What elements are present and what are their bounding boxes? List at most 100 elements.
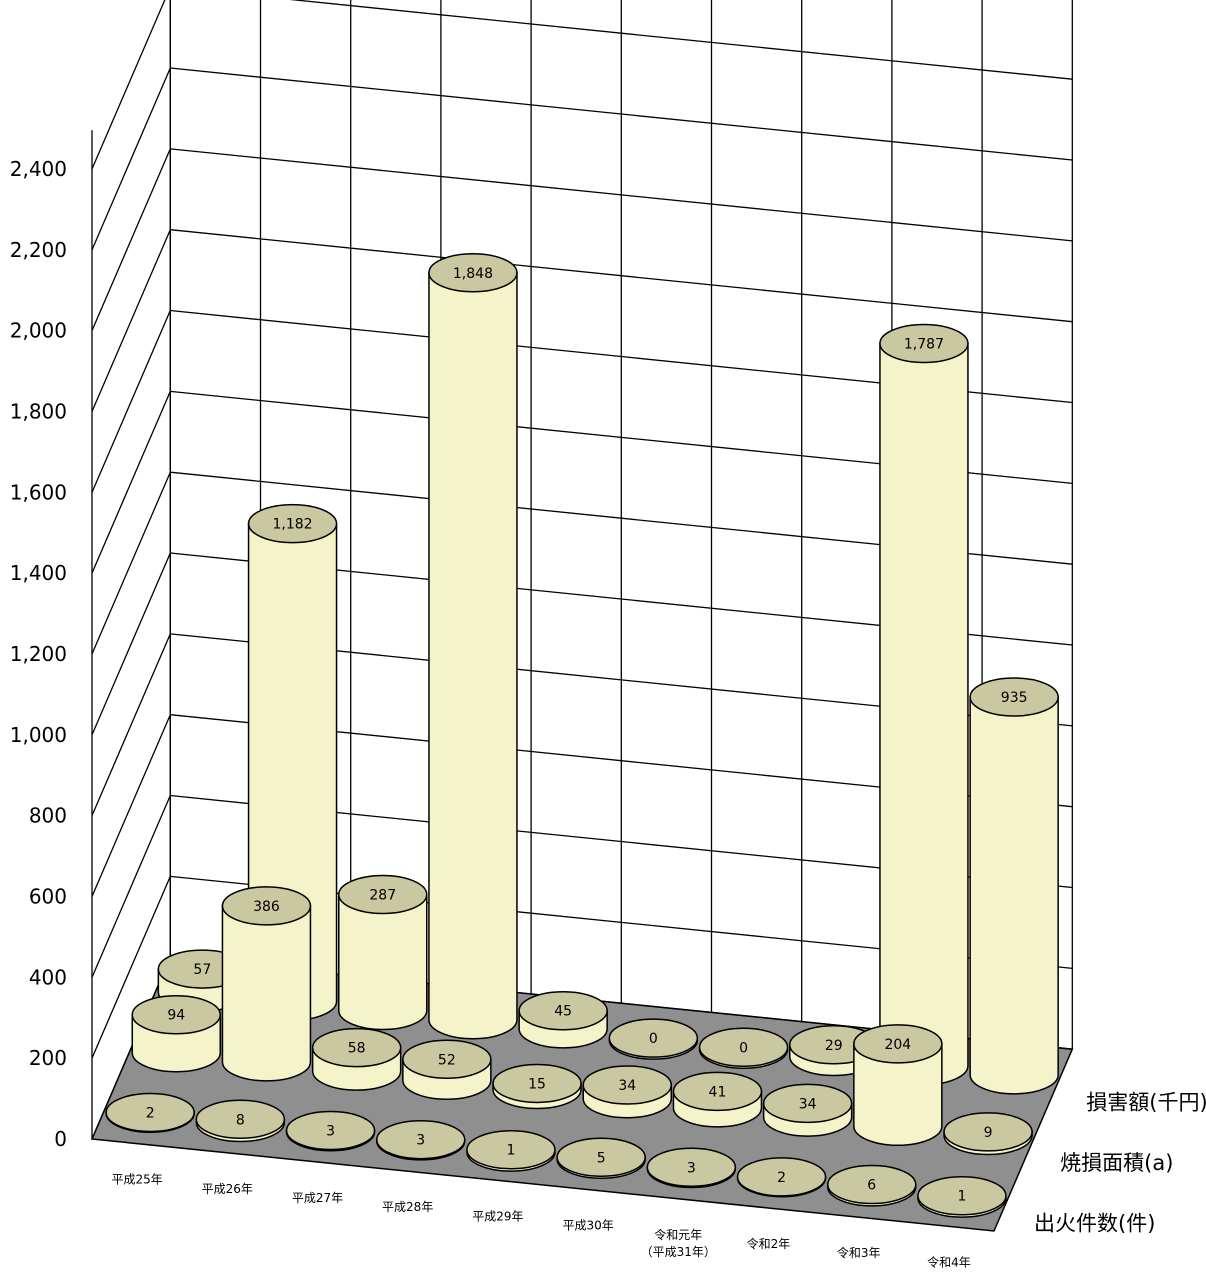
gridline-side: [91, 633, 171, 816]
cylinder-top: [131, 994, 221, 1035]
cylinder-top: [556, 1137, 646, 1178]
cylinder-side: [221, 905, 312, 1082]
cylinder-top: [338, 874, 428, 915]
data-label: 3: [687, 1160, 696, 1176]
cylinder: 3: [646, 1147, 737, 1189]
data-label: 204: [884, 1037, 911, 1053]
cylinder-top: [943, 1112, 1033, 1152]
cylinder-top: [736, 1157, 827, 1197]
data-label: 9: [984, 1125, 993, 1141]
data-label: 1: [957, 1189, 966, 1205]
y-tick-label: 1,200: [10, 642, 67, 666]
gridline-side: [91, 0, 166, 170]
cylinder-top: [195, 1099, 286, 1140]
y-tick-label: 0: [54, 1127, 67, 1151]
data-label: 386: [253, 899, 280, 915]
data-label: 935: [1001, 690, 1028, 706]
x-tick-label: 平成28年: [382, 1200, 433, 1214]
cylinder: 41: [672, 1071, 763, 1128]
data-label: 45: [554, 1004, 572, 1020]
y-tick-label: 2,400: [10, 157, 67, 181]
cylinder: 935: [969, 677, 1059, 1095]
y-axis-ticks: 0 200 400 600 800 1,000 1,200 1,400 1,600 1,800 2,…: [10, 157, 67, 1151]
data-label: 8: [236, 1112, 245, 1128]
cylinder-side: [969, 696, 1059, 1095]
gridline-side: [91, 148, 171, 331]
x-tick-label: 令和3年: [837, 1245, 881, 1260]
gridline-side: [91, 956, 171, 1140]
gridline-side: [91, 391, 171, 574]
data-label: 1: [506, 1143, 515, 1159]
cylinder-top: [285, 1110, 376, 1151]
cylinder: 1,787: [879, 323, 969, 1086]
cylinder: 34: [762, 1083, 853, 1137]
gridline-side: [91, 714, 171, 897]
data-label: 0: [739, 1040, 748, 1056]
data-label: 3: [326, 1123, 335, 1139]
data-label: 29: [825, 1038, 843, 1054]
x-tick-label: 平成25年: [111, 1173, 162, 1187]
data-label: 2: [777, 1170, 786, 1186]
gridline-side: [91, 67, 171, 251]
x-tick-label: 平成27年: [292, 1191, 343, 1205]
cylinder-top: [672, 1071, 763, 1112]
gridline-side: [91, 471, 171, 655]
data-label: 52: [438, 1052, 456, 1068]
cylinder-top: [969, 677, 1059, 717]
cylinder-top: [646, 1147, 737, 1188]
data-label: 5: [597, 1150, 606, 1166]
cylinder: 94: [131, 994, 221, 1073]
cylinder-top: [492, 1063, 582, 1104]
y-tick-label: 1,400: [10, 561, 67, 585]
data-label: 57: [193, 962, 211, 978]
cylinder: 1: [466, 1129, 556, 1172]
cylinder: 2: [105, 1092, 195, 1134]
cylinder: 0: [608, 1018, 699, 1060]
x-axis-ticks: 平成25年平成26年平成27年平成28年平成29年平成30年令和元年（平成31年…: [111, 1173, 970, 1270]
x-tick-label: 令和2年: [747, 1236, 791, 1251]
y-tick-label: 2,200: [10, 238, 67, 262]
cylinder: 287: [338, 874, 428, 1031]
data-label: 1,848: [453, 266, 493, 282]
cylinder-side: [338, 893, 428, 1031]
data-label: 41: [709, 1084, 727, 1100]
y-tick-label: 1,800: [10, 400, 67, 424]
cylinder: 1,848: [428, 253, 518, 1040]
legend-label: 焼損面積(a): [1060, 1151, 1173, 1175]
data-label: 287: [369, 888, 396, 904]
legend-label: 出火件数(件): [1034, 1212, 1155, 1236]
data-label: 58: [348, 1041, 366, 1057]
cylinder: 0: [698, 1027, 789, 1070]
cylinder-top: [428, 253, 518, 293]
data-label: 2: [146, 1105, 155, 1121]
cylinder-top: [917, 1175, 1007, 1216]
cylinder: 5: [556, 1137, 646, 1180]
cylinder-top: [582, 1065, 672, 1105]
cylinder-top: [221, 886, 312, 926]
cylinder-top: [762, 1083, 853, 1124]
cylinder: 9: [943, 1112, 1033, 1156]
y-tick-label: 1,600: [10, 480, 67, 504]
cylinder: 3: [285, 1110, 376, 1152]
x-tick-label: 平成29年: [472, 1209, 523, 1223]
x-tick-label: 平成26年: [202, 1182, 253, 1196]
cylinder: 58: [311, 1027, 402, 1091]
cylinder-top: [402, 1039, 492, 1080]
data-label: 1,182: [273, 517, 313, 533]
legend: 出火件数(件) 焼損面積(a) 損害額(千円): [1034, 1091, 1206, 1236]
cylinder-top: [698, 1027, 789, 1068]
cylinder: 1: [917, 1175, 1007, 1218]
data-label: 3: [416, 1133, 425, 1149]
data-label: 34: [618, 1078, 636, 1094]
y-tick-label: 400: [29, 965, 67, 989]
cylinder: 8: [195, 1099, 286, 1143]
gridline-side: [91, 552, 171, 736]
cylinder-top: [376, 1119, 466, 1160]
x-tick-label: 平成30年: [562, 1219, 613, 1233]
gridline-side: [91, 310, 171, 493]
data-label: 0: [649, 1031, 658, 1047]
cylinder: 34: [582, 1065, 672, 1119]
gridline-side: [91, 876, 171, 1059]
